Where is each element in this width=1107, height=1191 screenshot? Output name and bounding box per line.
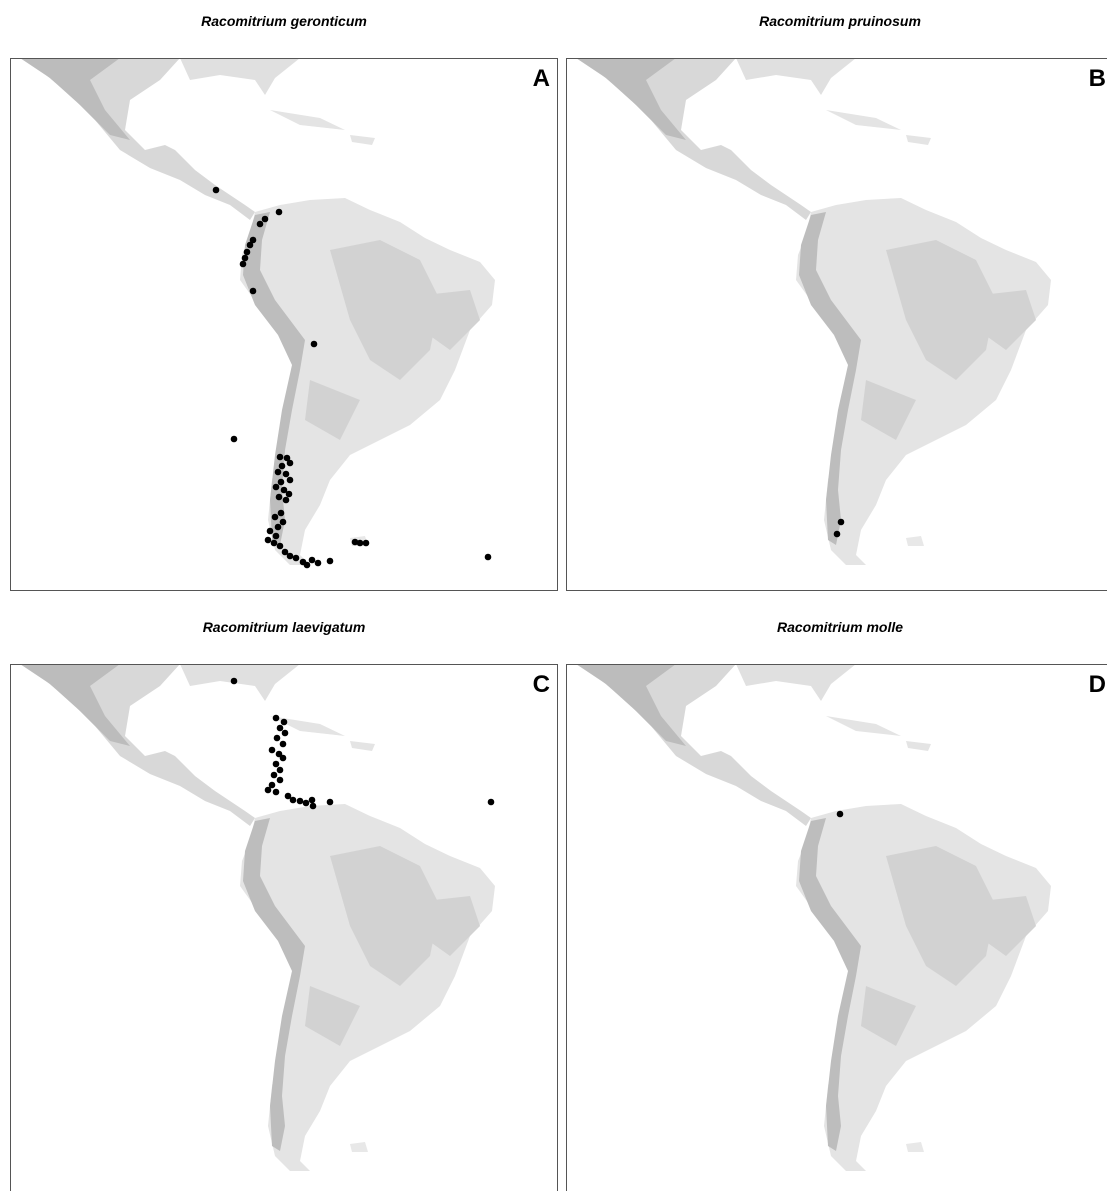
occurrence-dot [309, 797, 316, 804]
occurrence-dot [213, 187, 220, 194]
occurrence-dot [275, 469, 282, 476]
map [566, 664, 1107, 1191]
occurrence-dot [278, 510, 285, 517]
occurrence-dot [287, 477, 294, 484]
occurrence-dot [303, 800, 310, 807]
occurrence-dot [315, 560, 322, 567]
occurrence-dot [277, 725, 284, 732]
occurrence-dot [281, 719, 288, 726]
figure: Racomitrium geronticum Racomitrium pruin… [0, 0, 1107, 1191]
occurrence-dot [275, 524, 282, 531]
panel-label: A [533, 65, 550, 92]
occurrence-dot [309, 557, 316, 564]
occurrence-dot [287, 553, 294, 560]
occurrence-dot [290, 797, 297, 804]
occurrence-dot [277, 777, 284, 784]
occurrence-dot [280, 519, 287, 526]
panel-title: Racomitrium molle [777, 619, 903, 635]
panel-title: Racomitrium pruinosum [759, 13, 921, 29]
panel-label: D [1089, 671, 1106, 698]
panel-label: C [533, 671, 550, 698]
occurrence-dot [276, 209, 283, 216]
occurrence-dot [273, 789, 280, 796]
occurrence-dot [357, 540, 364, 547]
occurrence-dot [272, 514, 279, 521]
occurrence-dot [310, 803, 317, 810]
occurrence-dot [277, 454, 284, 461]
occurrence-dot [283, 497, 290, 504]
occurrence-dot [278, 479, 285, 486]
occurrence-dot [267, 528, 274, 535]
occurrence-dot [280, 755, 287, 762]
occurrence-dot [276, 494, 283, 501]
occurrence-dot [286, 491, 293, 498]
occurrence-dot [287, 460, 294, 467]
occurrence-dot [311, 341, 318, 348]
occurrence-dot [273, 484, 280, 491]
occurrence-dot [250, 288, 257, 295]
occurrence-dot [269, 747, 276, 754]
occurrence-dot [265, 787, 272, 794]
page: {"panels": [ {"title": "Racomitrium gero… [0, 0, 1107, 1191]
occurrence-dot [273, 761, 280, 768]
map [10, 58, 558, 591]
occurrence-dot [293, 555, 300, 562]
occurrence-dot [283, 471, 290, 478]
occurrence-dot [244, 249, 251, 256]
occurrence-dot [240, 261, 247, 268]
occurrence-dot [485, 554, 492, 561]
panel-title: Racomitrium geronticum [201, 13, 367, 29]
occurrence-dot [271, 772, 278, 779]
occurrence-dot [265, 537, 272, 544]
occurrence-dot [327, 799, 334, 806]
occurrence-dot [279, 463, 286, 470]
occurrence-dot [837, 811, 844, 818]
occurrence-dot [363, 540, 370, 547]
occurrence-dot [247, 242, 254, 249]
occurrence-dot [282, 730, 289, 737]
body: Racomitrium geronticum Racomitrium pruin… [0, 0, 1107, 1191]
occurrence-dot [297, 798, 304, 805]
occurrence-dot [271, 540, 278, 547]
occurrence-dot [327, 558, 334, 565]
occurrence-dot [273, 715, 280, 722]
occurrence-dot [277, 767, 284, 774]
occurrence-dot [231, 678, 238, 685]
occurrence-dot [834, 531, 841, 538]
occurrence-dot [277, 543, 284, 550]
occurrence-dot [280, 741, 287, 748]
occurrence-dot [304, 562, 311, 569]
occurrence-dot [231, 436, 238, 443]
occurrence-dot [274, 735, 281, 742]
occurrence-dot [257, 221, 264, 228]
occurrence-dot [262, 216, 269, 223]
map [566, 58, 1107, 591]
occurrence-points [837, 811, 844, 818]
occurrence-dot [838, 519, 845, 526]
panel-label: B [1089, 65, 1106, 92]
panel-title: Racomitrium laevigatum [203, 619, 366, 635]
occurrence-dot [242, 255, 249, 262]
occurrence-dot [488, 799, 495, 806]
occurrence-dot [273, 533, 280, 540]
